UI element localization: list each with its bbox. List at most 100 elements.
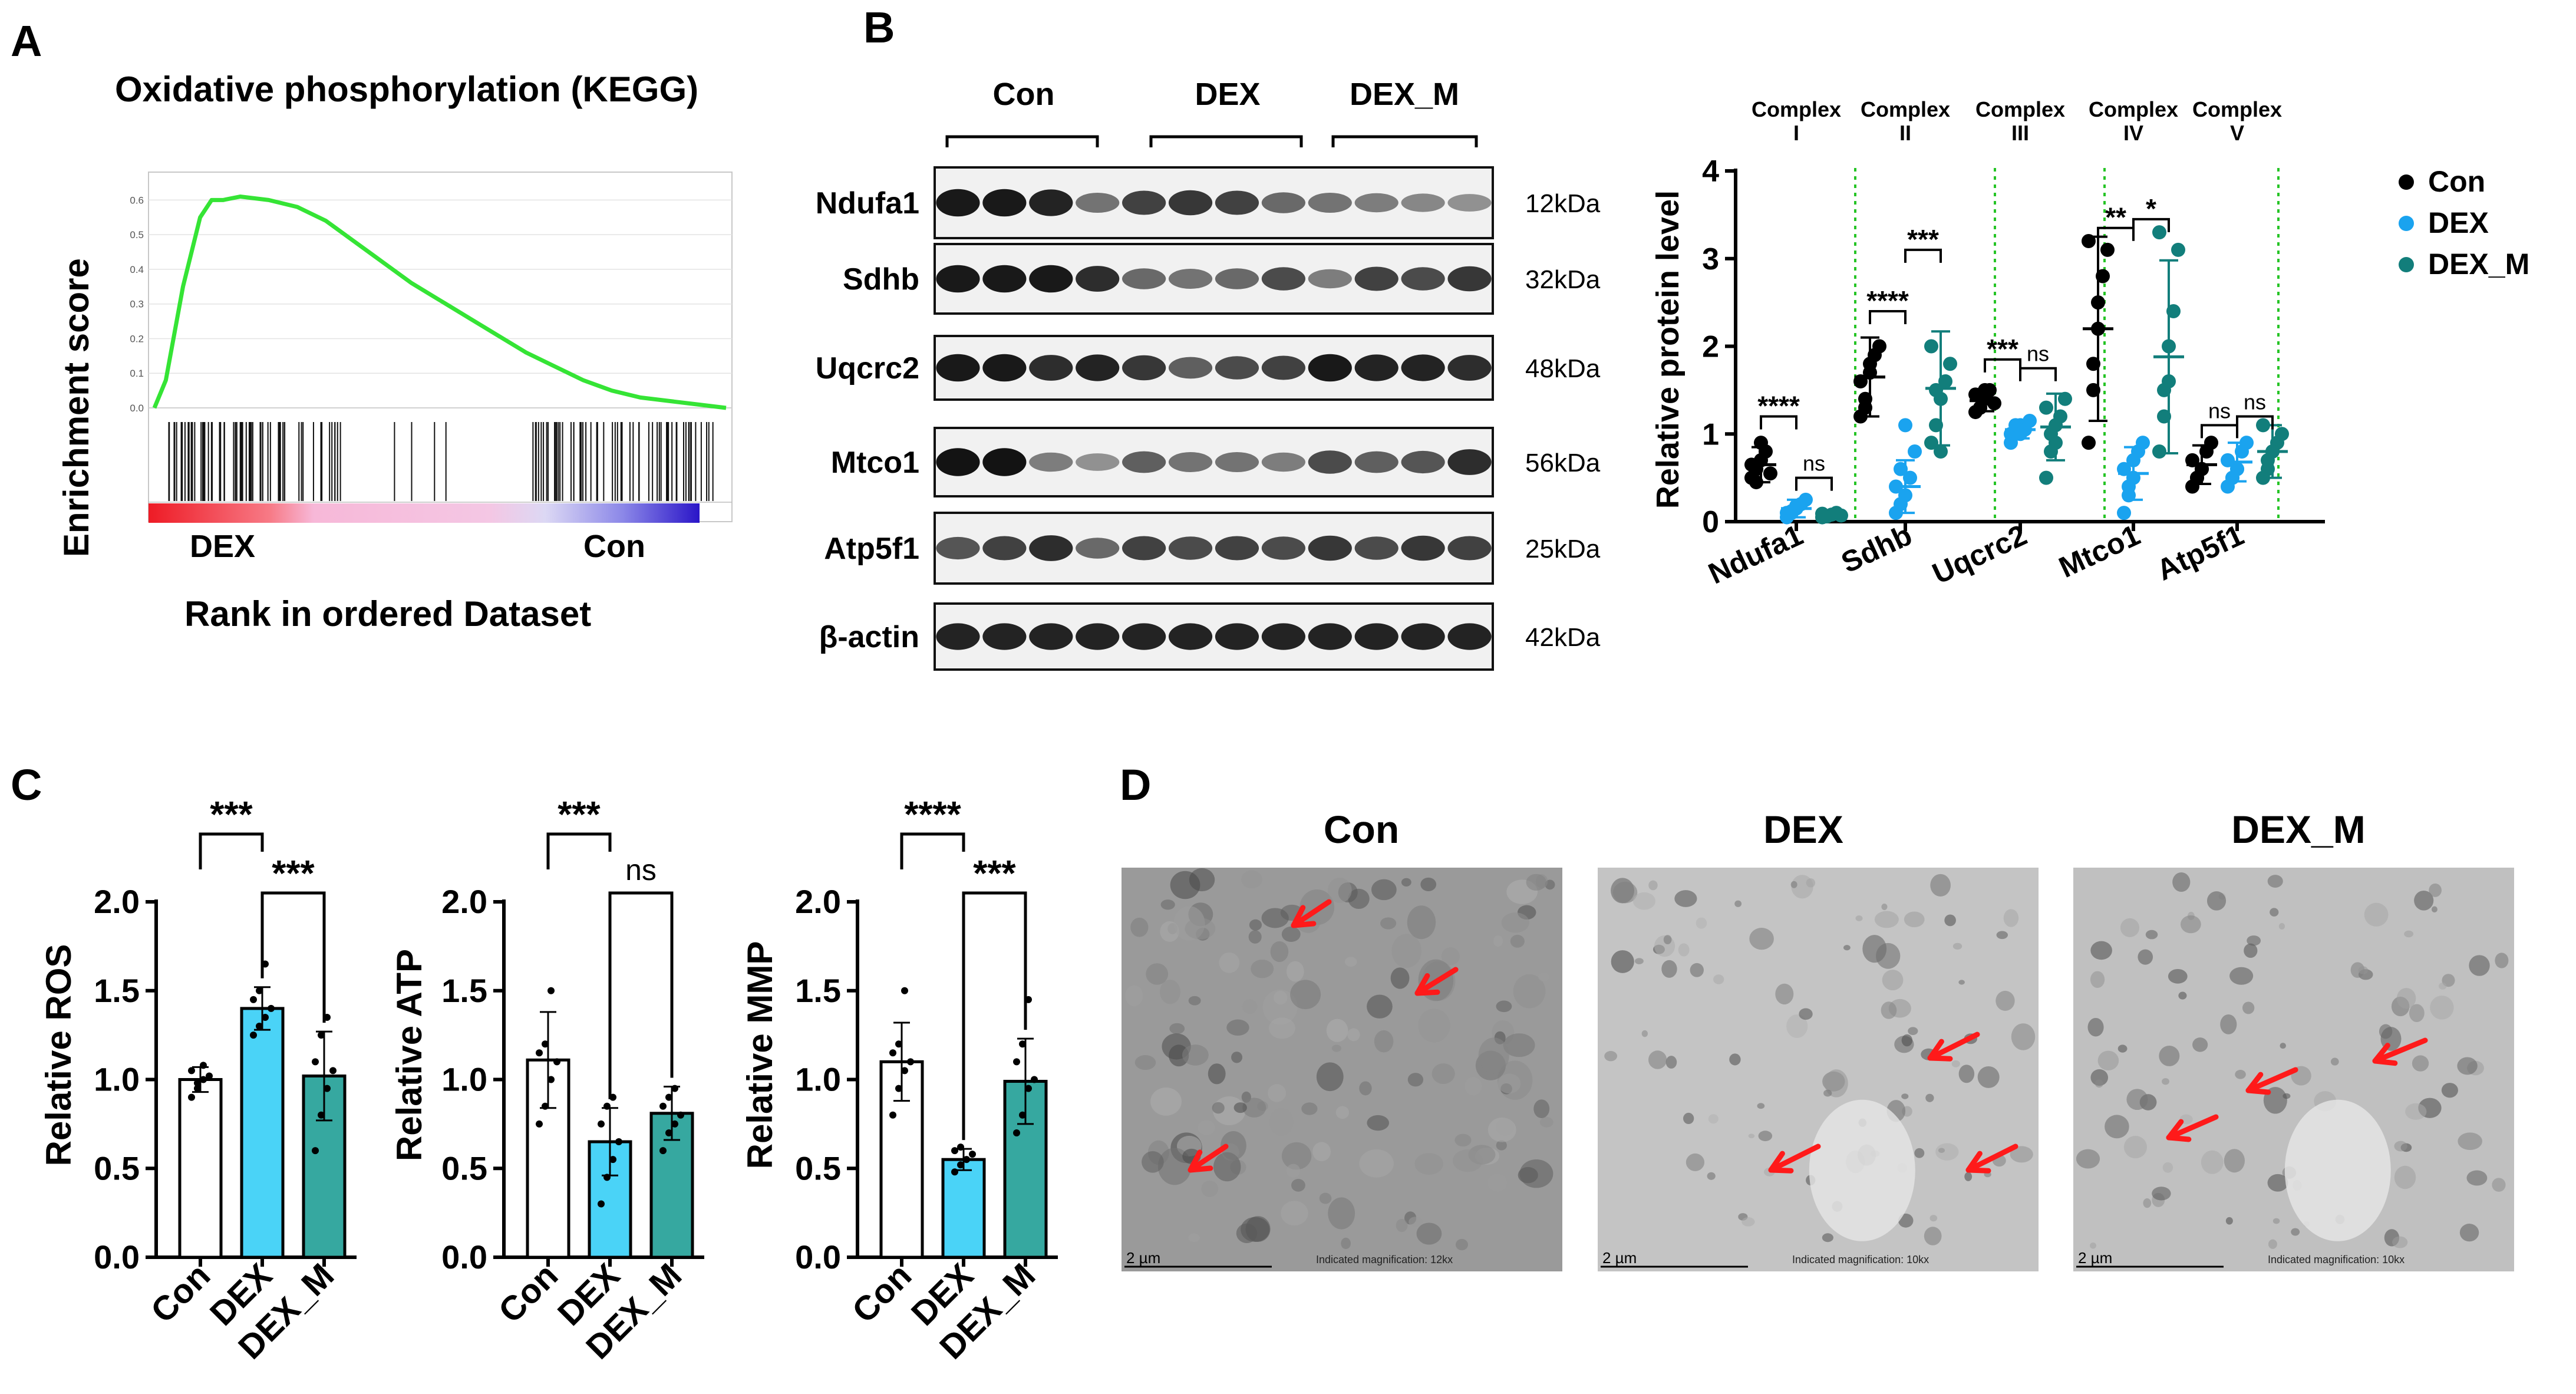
red-arrow [1927,1032,1980,1061]
tem-organelle [2162,1078,2169,1085]
significance-bracket [2201,424,2238,439]
blot-band [936,536,980,560]
scatter-y-tick: 4 [1702,154,1719,189]
tem-image-3: DEX_M 2 µm Indicated magnification: 10kx [2073,808,2514,1271]
blot-band [1261,623,1305,650]
gsea-right-group: Con [583,529,645,564]
bar-y-tick: 0.0 [795,1238,841,1276]
tem-organelle [2466,1170,2488,1186]
tem-organelle [1261,908,1289,928]
significance-label: ns [625,853,657,887]
scale-label: 2 µm [2078,1249,2112,1267]
tem-organelle [1170,871,1200,899]
tem-organelle [1233,1102,1247,1113]
tem-organelle [1160,899,1175,910]
tem-organelle [1882,970,1904,991]
bar-point [901,1067,908,1075]
bracket-dex [1149,135,1303,147]
blot-size-label: 48kDa [1525,354,1601,383]
blot-band [1354,536,1399,560]
bar-point [318,1111,325,1119]
blot-band [1308,269,1352,289]
blot-band [1261,192,1305,213]
tem-organelle [1881,903,1888,911]
tem-organelle [1367,1115,1390,1131]
complex-number: V [2230,121,2244,145]
tem-organelle [2270,908,2279,917]
tem-organelle [1169,1023,1185,1034]
blot-membrane [934,512,1494,585]
tem-organelle [1290,980,1321,1010]
blot-band [1261,536,1305,560]
scatter-y-label: Relative protein level [1650,190,1686,509]
bar-point [901,987,908,994]
tem-organelle [1935,1143,1959,1161]
tem-organelle [1319,1192,1332,1204]
tem-organelle [2469,955,2490,976]
blot-membrane [934,243,1494,315]
significance-bracket [608,891,674,1099]
blot-band [1215,623,1259,650]
tem-organelle [1401,878,1411,887]
tem-organelle [1465,1077,1482,1096]
scatter-y-tick: 1 [1702,417,1719,452]
tem-organelle [1611,950,1634,973]
blot-row-mtco1: Mtco1 56kDa [831,427,1601,497]
blot-band [1215,268,1259,289]
tem-organelle [2011,1023,2036,1050]
blot-band [1215,190,1259,215]
blot-size-label: 32kDa [1525,265,1601,294]
tem-organelle [1447,1027,1476,1048]
bar-point [318,1032,325,1039]
tem-organelle [1208,1063,1226,1085]
bar-point [536,1049,543,1057]
tem-organelle [1741,1217,1755,1227]
significance-label: *** [272,853,315,894]
tem-organelle [1242,999,1258,1014]
tem-organelle [2126,1089,2148,1110]
tem-organelle [1707,1172,1716,1180]
tem-organelle [1301,1102,1318,1115]
significance-label: ns [2027,342,2049,366]
legend-marker [2399,216,2414,231]
blot-band [1401,193,1445,212]
tem-organelle [1125,985,1143,1007]
blot-band [1447,449,1492,475]
scatter-point [2275,427,2289,441]
tem-organelle [1409,1217,1423,1227]
tem-organelle [2441,1083,2458,1098]
tem-organelle [1249,919,1262,931]
tem-organelle [2225,1217,2233,1225]
tem-organelle [1327,878,1352,903]
gsea-y-tick: 0.1 [130,368,144,379]
scatter-point [2171,242,2185,257]
tem-organelle [2379,1024,2393,1039]
blot-band [1029,535,1073,561]
tem-organelle [1268,1084,1287,1102]
tem-organelle [2459,1224,2479,1242]
tem-organelle [1182,1044,1209,1066]
tem-organelle [1708,1114,1719,1124]
tem-organelle [2235,1070,2246,1079]
tem-organelle [2097,1050,2119,1071]
bar-point [312,1147,319,1155]
tem-organelle [1678,943,1690,957]
red-arrowhead [1291,905,1317,928]
bar-charts: Relative ROS0.00.51.01.52.0ConDEXDEX_M**… [39,795,1058,1366]
tem-organelle [1538,972,1549,982]
bar-point [598,1200,605,1208]
tem-organelle [1930,874,1951,897]
blot-band [1122,190,1166,215]
tem-organelle [1414,1152,1443,1175]
scatter-legend: Con DEX DEX_M [2399,165,2529,281]
scatter-point [2082,436,2096,450]
panel-d: D Con 2 µm Indicated magnification: 12kx DE… [1120,760,2514,1271]
bar-chart-ros: Relative ROS0.00.51.01.52.0ConDEXDEX_M**… [39,795,357,1366]
blot-membrane [934,427,1494,497]
blot-band [1354,193,1399,213]
tem-organelle [1696,917,1707,929]
tem-organelle [1822,1233,1833,1243]
tem-organelle [1291,1179,1305,1192]
tem-organelle [1416,1222,1442,1245]
blot-band [1401,535,1445,561]
